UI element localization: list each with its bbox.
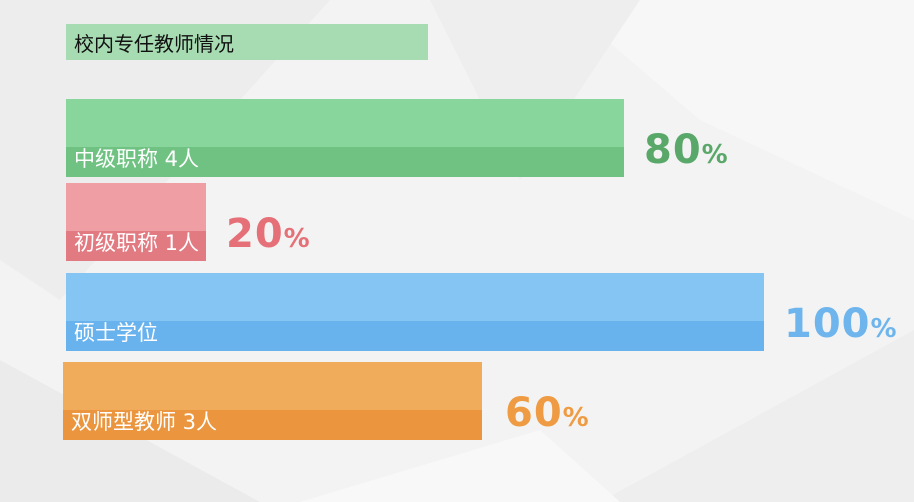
value-label-2: 20% [226, 211, 311, 257]
bar-1: 中级职称 4人 [66, 99, 624, 177]
percent-sign-1: % [701, 140, 729, 170]
value-number-2: 20 [226, 211, 284, 257]
bar-3: 硕士学位 [66, 273, 764, 351]
bar-1-lower [66, 147, 624, 177]
bar-2-upper [66, 183, 206, 232]
percent-sign-3: % [870, 314, 898, 344]
value-label-3: 100% [784, 301, 898, 347]
bar-1-upper [66, 99, 624, 148]
value-label-1: 80% [644, 127, 729, 173]
value-number-3: 100 [784, 301, 871, 347]
percent-sign-2: % [283, 224, 311, 254]
chart-title: 校内专任教师情况 [66, 24, 428, 60]
bar-3-upper [66, 273, 764, 322]
value-label-4: 60% [505, 390, 590, 436]
bar-4-upper [63, 362, 482, 411]
percent-sign-4: % [562, 403, 590, 433]
bar-label-4: 双师型教师 3人 [71, 410, 218, 434]
bar-3-lower [66, 321, 764, 351]
chart-title-text: 校内专任教师情况 [74, 31, 234, 56]
bar-4: 双师型教师 3人 [63, 362, 482, 440]
value-number-4: 60 [505, 390, 563, 436]
bar-label-1: 中级职称 4人 [74, 147, 200, 171]
value-number-1: 80 [644, 127, 702, 173]
bar-label-2: 初级职称 1人 [74, 231, 200, 255]
bar-label-3: 硕士学位 [74, 321, 158, 345]
bar-4-lower [63, 410, 482, 440]
bar-2-lower [66, 231, 206, 261]
bar-2: 初级职称 1人 [66, 183, 206, 261]
